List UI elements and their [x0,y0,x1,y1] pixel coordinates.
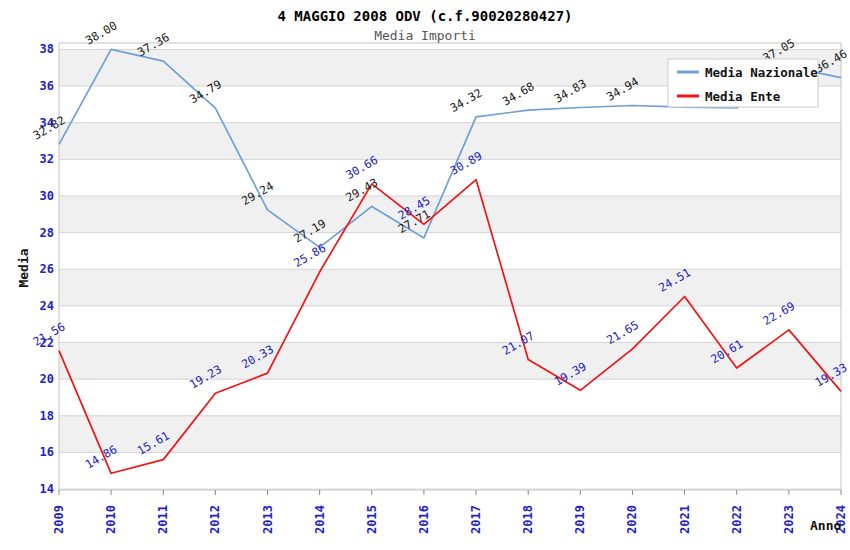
plot-band [59,416,841,453]
y-axis-ticks: 14161820222426283032343638 [40,42,54,496]
legend: Media Nazionale Media Ente [668,59,818,107]
x-tick-label: 2012 [208,505,222,534]
y-tick-label: 20 [40,372,54,386]
x-tick-label: 2015 [365,505,379,534]
y-tick-label: 30 [40,189,54,203]
x-tick-label: 2013 [261,505,275,534]
y-tick-label: 18 [40,409,54,423]
x-tick-label: 2023 [782,505,796,534]
line-chart: 2009201020112012201320142015201620172018… [0,0,850,550]
x-tick-label: 2009 [52,505,66,534]
y-tick-label: 16 [40,445,54,459]
y-tick-label: 38 [40,42,54,56]
y-tick-label: 32 [40,152,54,166]
y-tick-label: 36 [40,79,54,93]
y-tick-label: 26 [40,262,54,276]
x-tick-label: 2014 [313,505,327,534]
x-axis-title: Anno [810,518,841,533]
x-tick-label: 2021 [678,505,692,534]
x-tick-label: 2018 [521,505,535,534]
plot-band [59,233,841,270]
plot-band [59,379,841,416]
plot-band [59,452,841,489]
y-tick-label: 28 [40,226,54,240]
y-tick-label: 24 [40,299,54,313]
x-tick-label: 2019 [573,505,587,534]
x-axis-ticks: 2009 2010 2011 2012 2013 2014 2015 2016 2017 2018… [52,490,848,534]
y-tick-label: 14 [40,482,54,496]
chart-title: 4 MAGGIO 2008 ODV (c.f.90020280427) [277,8,572,24]
plot-band [59,306,841,343]
x-tick-label: 2022 [730,505,744,534]
legend-label-media-nazionale: Media Nazionale [705,65,818,80]
x-tick-label: 2016 [417,505,431,534]
x-tick-label: 2010 [104,505,118,534]
chart-container: 2009201020112012201320142015201620172018… [0,0,850,550]
chart-subtitle: Media Importi [374,28,476,43]
plot-band [59,123,841,160]
x-tick-label: 2011 [156,505,170,534]
legend-label-media-ente: Media Ente [705,89,781,104]
x-tick-label: 2017 [469,505,483,534]
y-axis-title: Media [16,248,31,287]
x-tick-label: 2020 [625,505,639,534]
plot-band [59,269,841,306]
